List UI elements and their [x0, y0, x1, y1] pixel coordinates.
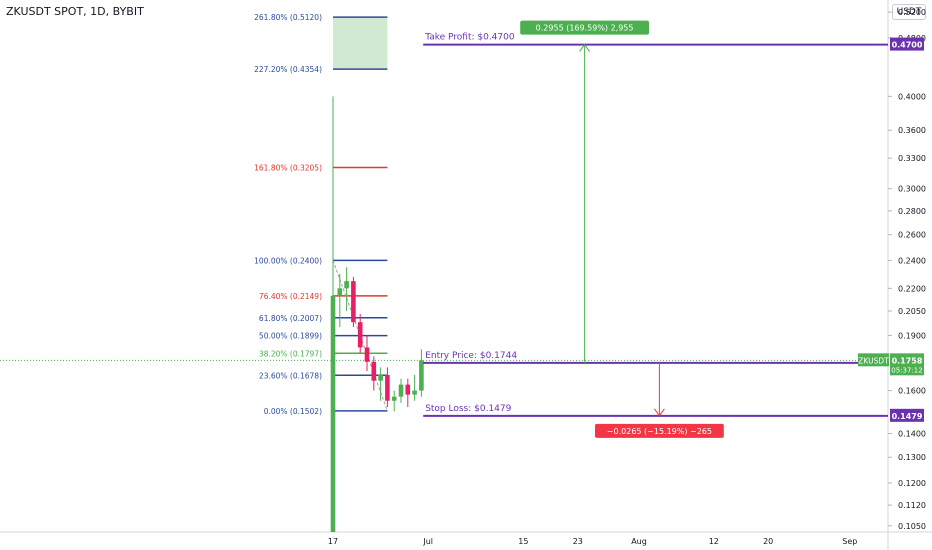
price-axis-badge-text: 0.4700 — [892, 41, 923, 50]
fib-level-label: 23.60% (0.1678) — [259, 371, 322, 380]
fib-level-label: 38.20% (0.1797) — [259, 349, 322, 358]
candle-body — [419, 360, 424, 391]
candle-body — [378, 374, 383, 381]
loss-measure-badge — [595, 423, 724, 438]
fib-level-label: 76.40% (0.2149) — [259, 292, 322, 301]
candle-body — [351, 281, 356, 323]
fib-level-label: 0.00% (0.1502) — [264, 407, 322, 416]
entry-price-label: Entry Price: $0.1744 — [425, 351, 517, 361]
candle-body — [337, 288, 343, 296]
x-tick-label: Sep — [842, 537, 857, 546]
y-tick-label: 0.1300 — [898, 453, 926, 462]
fib-level-label: 100.00% (0.2400) — [254, 256, 322, 265]
x-tick-label: 12 — [709, 537, 719, 546]
x-tick-label: 20 — [763, 537, 773, 546]
price-axis-badge-text: 0.1758 — [892, 356, 923, 365]
y-tick-label: 0.1600 — [898, 387, 926, 396]
y-tick-label: 0.1120 — [898, 501, 926, 510]
fib-level-label: 50.00% (0.1899) — [259, 332, 322, 341]
arrow-down-icon — [653, 408, 665, 417]
y-tick-label: 0.3300 — [898, 154, 926, 163]
y-tick-label: 0.3600 — [898, 126, 926, 135]
y-tick-label: 0.1200 — [898, 479, 926, 488]
symbol-tag-text: ZKUSDT — [858, 356, 889, 365]
price-axis-badge — [890, 408, 924, 422]
candle-body — [330, 295, 336, 532]
x-tick-label: Aug — [631, 537, 647, 546]
fib-target-zone — [333, 17, 388, 70]
y-tick-label: 0.4000 — [898, 92, 926, 101]
y-tick-label: 0.3000 — [898, 185, 926, 194]
y-tick-label: 0.2050 — [898, 307, 926, 316]
fib-level-label: 161.80% (0.3205) — [254, 164, 322, 173]
candle-body — [357, 322, 363, 348]
currency-button[interactable]: USDT — [892, 4, 926, 20]
fib-level-label: 261.80% (0.5120) — [254, 13, 322, 22]
candle-body — [364, 347, 370, 362]
y-tick-label: 0.1050 — [898, 522, 926, 531]
x-tick-label: 15 — [518, 537, 528, 546]
profit-measure-text: 0.2955 (169.59%) 2,955 — [536, 24, 634, 33]
y-tick-label: 0.1900 — [898, 331, 926, 340]
candle-body — [405, 384, 411, 395]
y-tick-label: 0.5200 — [898, 8, 926, 17]
candle-body — [344, 281, 349, 289]
price-axis-badge-text: 0.1479 — [892, 412, 923, 421]
candle-body — [412, 390, 417, 395]
x-tick-label: 23 — [573, 537, 583, 546]
y-tick-label: 0.2600 — [898, 231, 926, 240]
symbol-tag-badge — [858, 353, 889, 367]
fib-level-label: 227.20% (0.4354) — [254, 65, 322, 74]
price-axis-badge — [890, 353, 924, 376]
y-tick-label: 0.2200 — [898, 284, 926, 293]
bar-countdown: 05:37:12 — [891, 366, 922, 374]
candle-body — [385, 374, 390, 401]
take-profit-label: Take Profit: $0.4700 — [424, 33, 515, 43]
y-tick-label: 0.2800 — [898, 207, 926, 216]
chart-title: ZKUSDT SPOT, 1D, BYBIT — [6, 5, 144, 18]
x-tick-label: 17 — [328, 537, 338, 546]
price-axis-badge — [890, 37, 924, 51]
y-tick-label: 0.1400 — [898, 429, 926, 438]
candle-body — [398, 384, 404, 397]
loss-measure-text: −0.0265 (−15.19%) −265 — [607, 427, 712, 436]
x-tick-label: Jul — [422, 537, 433, 546]
y-tick-label: 0.2400 — [898, 256, 926, 265]
arrow-up-icon — [579, 43, 591, 52]
profit-measure-badge — [520, 20, 649, 35]
candle-body — [371, 361, 377, 381]
stop-loss-label: Stop Loss: $0.1479 — [425, 404, 511, 414]
fib-level-label: 61.80% (0.2007) — [259, 314, 322, 323]
candle-body — [391, 396, 397, 401]
